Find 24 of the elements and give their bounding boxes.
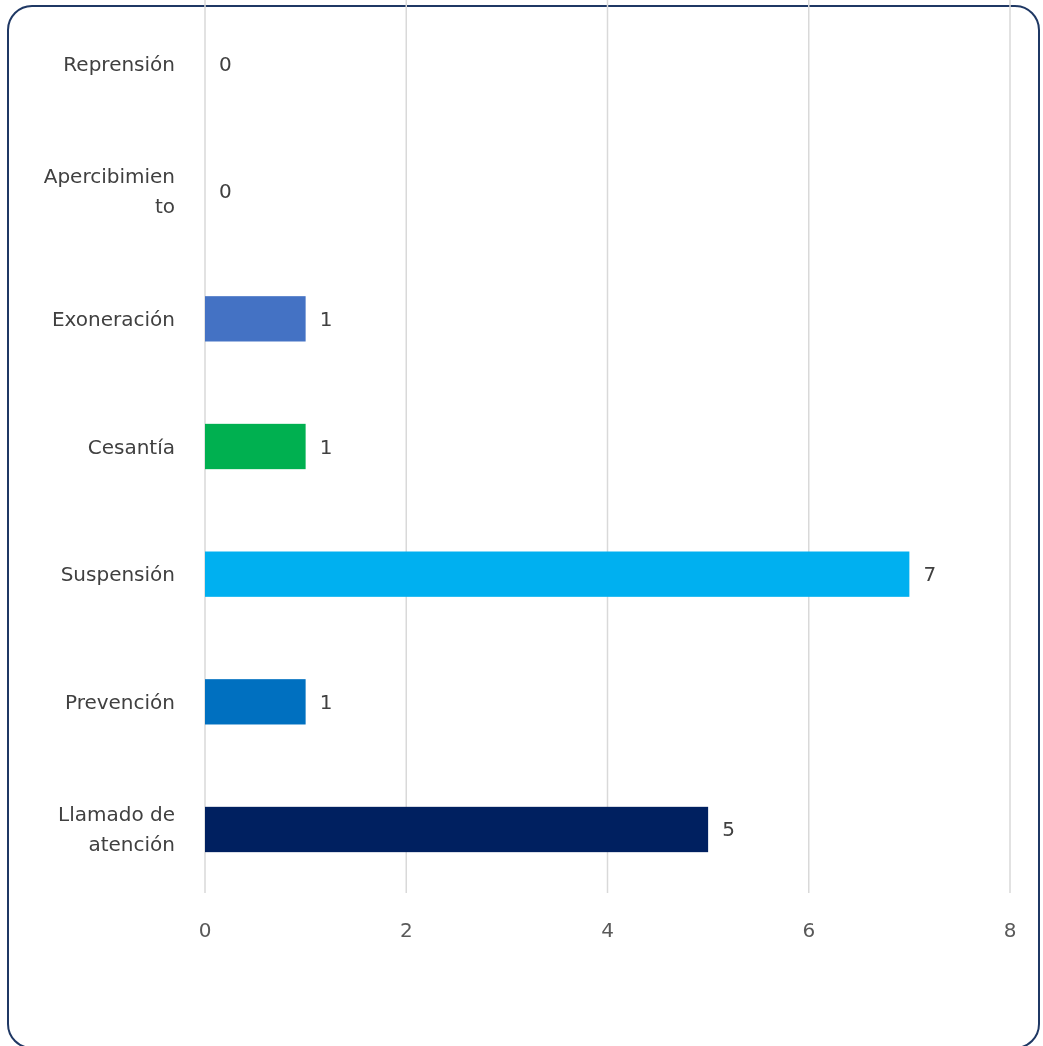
x-tick-label: 8 xyxy=(1003,918,1017,942)
data-label: 1 xyxy=(319,306,333,331)
x-tick-label: 0 xyxy=(198,918,212,942)
y-tick-label: Exoneración xyxy=(51,306,175,331)
bar xyxy=(205,296,306,342)
y-tick-label: Llamado de atención xyxy=(58,802,175,857)
bar xyxy=(205,679,306,725)
x-tick-label: 6 xyxy=(802,918,816,942)
bar xyxy=(205,423,306,470)
y-tick-label: Reprensión xyxy=(63,51,175,76)
y-tick-label: Prevención xyxy=(64,689,175,714)
data-label: 7 xyxy=(923,562,937,587)
bar xyxy=(205,551,910,597)
data-label: 0 xyxy=(219,51,232,76)
y-tick-label: Suspensión xyxy=(60,562,175,587)
x-tick-label: 2 xyxy=(399,918,413,942)
y-tick-label: Apercibimiento xyxy=(43,164,175,219)
data-label: 0 xyxy=(219,179,232,204)
data-label: 5 xyxy=(722,817,735,842)
data-label: 1 xyxy=(319,689,333,714)
x-tick-label: 4 xyxy=(601,918,614,942)
bar xyxy=(205,806,709,853)
y-tick-label: Cesantía xyxy=(87,434,175,459)
data-label: 1 xyxy=(319,434,333,459)
